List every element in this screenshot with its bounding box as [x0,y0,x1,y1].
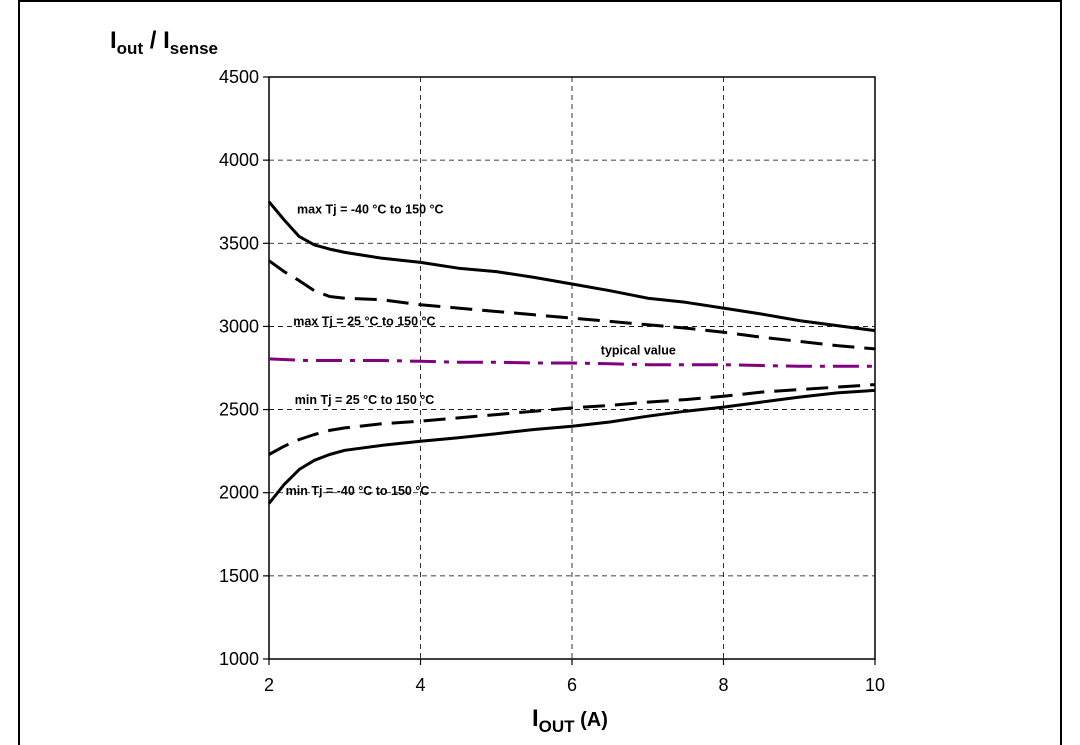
y-tick-label: 2000 [219,483,259,503]
x-tick-label: 8 [718,675,728,695]
x-axis-label: IOUT (A) [532,705,608,736]
annotation-label-4: min Tj = 25 °C to 150 °C [295,393,435,407]
y-tick-label: 4500 [219,67,259,87]
y-tick-label: 3500 [219,233,259,253]
y-tick-label: 4000 [219,150,259,170]
y-tick-label: 1500 [219,566,259,586]
annotation-label-5: min Tj = -40 °C to 150 °C [286,484,430,498]
x-tick-label: 6 [567,675,577,695]
series-line-5 [267,388,876,505]
series-line-3 [268,357,875,368]
annotation-label-2: max Tj = 25 °C to 150 °C [293,315,435,329]
tick-labels: 1000 1500 2000 2500 3000 3500 4000 4500 2 4 6 8 10 [219,67,885,695]
axes [263,76,876,665]
y-axis-label: Iout / Isense [110,27,218,58]
series-lines [267,200,876,505]
x-tick-label: 2 [264,675,274,695]
annotations: max Tj = -40 °C to 150 °C max Tj = 25 °C … [286,202,676,498]
series-line-4 [268,383,876,456]
annotation-label-3: typical value [601,344,676,358]
x-tick-label: 10 [865,675,885,695]
series-line-1 [267,200,876,333]
x-tick-label: 4 [415,675,425,695]
y-tick-label: 2500 [219,400,259,420]
series-line-2 [268,259,876,351]
y-tick-label: 1000 [219,649,259,669]
y-tick-label: 3000 [219,316,259,336]
grid [269,76,875,659]
annotation-label-1: max Tj = -40 °C to 150 °C [297,202,444,216]
